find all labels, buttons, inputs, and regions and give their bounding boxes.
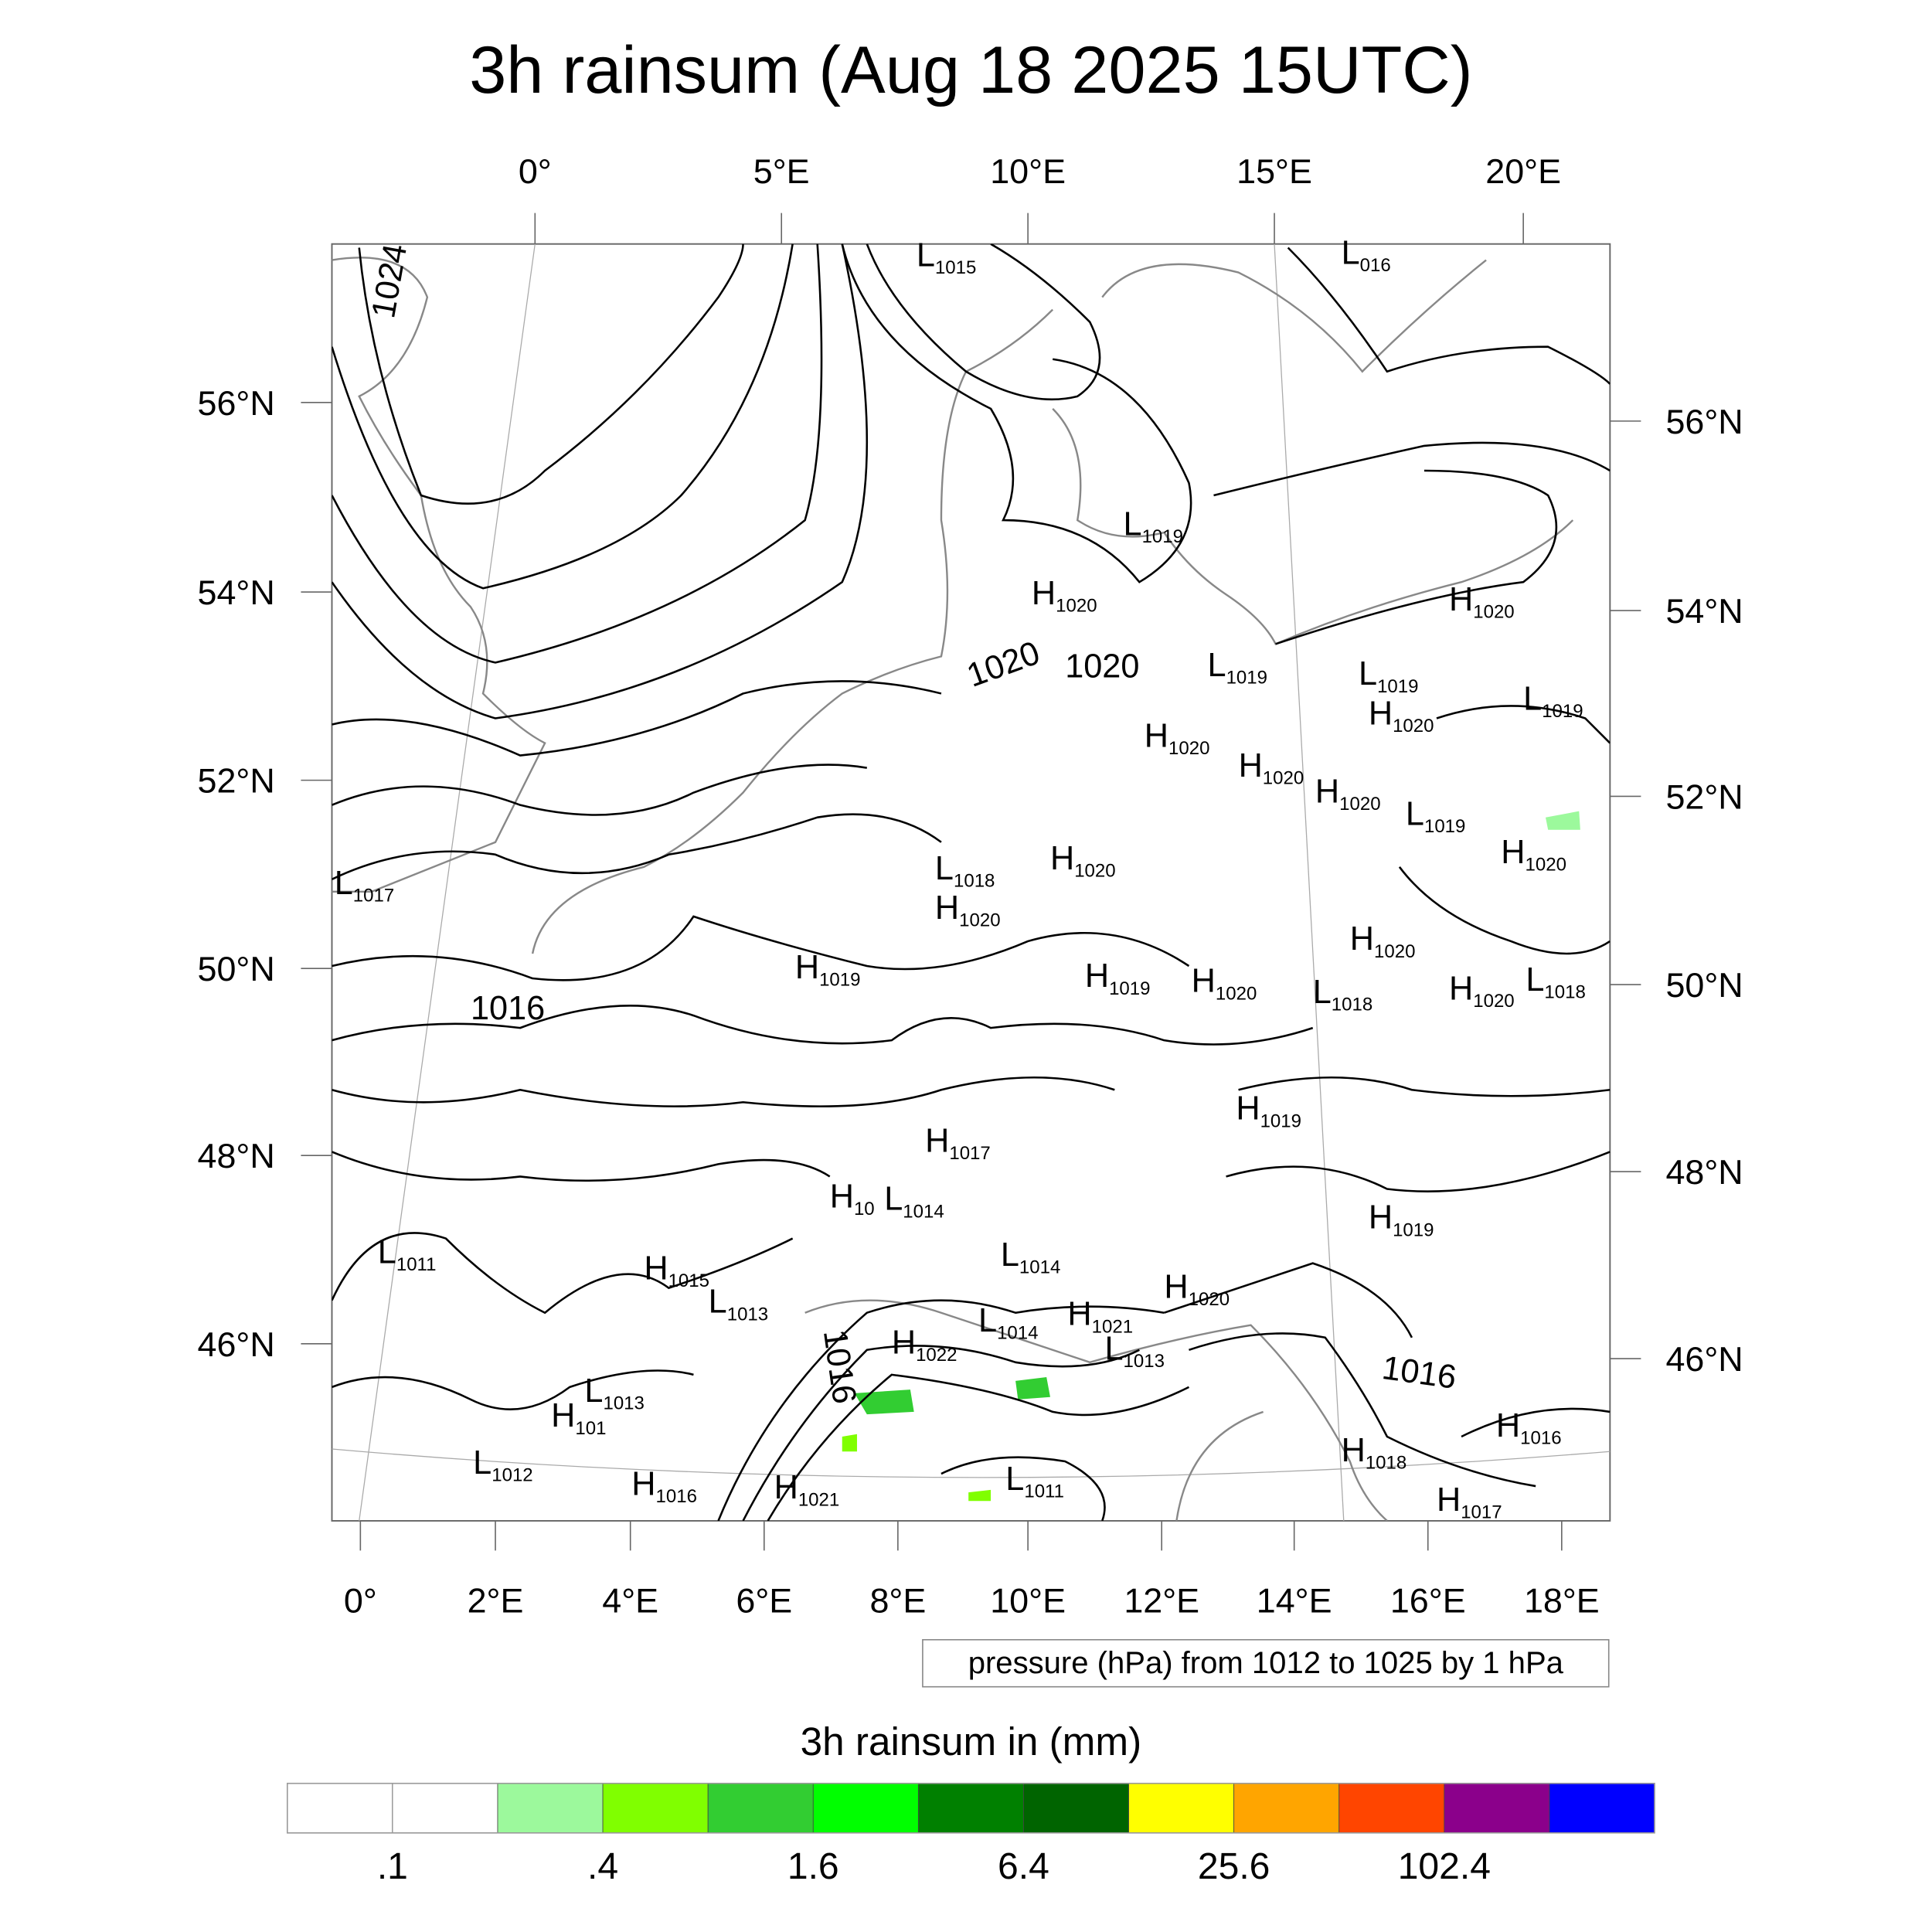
isobar-label: H1020 [1192,963,1257,1005]
colorbar-swatch [1023,1783,1129,1834]
right-lat-tick-label: 48°N [1665,1152,1743,1192]
bottom-lon-tick-label: 16°E [1390,1581,1466,1621]
colorbar-swatch [1549,1783,1655,1834]
isobar-label: L016 [1342,234,1391,276]
left-lat-tick-label: 54°N [198,573,275,612]
top-lon-tick-label: 0° [519,151,552,191]
axis-ticks: 0° 5°E 10°E 15°E 20°E 0° 2°E 4°E 6°E 8°E 10°E 12°E 1… [198,151,1743,1620]
rain-patch [968,1489,992,1502]
colorbar-swatch [602,1783,709,1834]
left-lat-tick-label: 56°N [198,383,275,423]
isobar-label: L1012 [473,1444,532,1486]
colorbar: 3h rainsum in (mm) .1 .4 1.6 6.4 25.6 102.4 [286,1719,1655,1887]
colorbar-swatch [812,1783,919,1834]
colorbar-title: 3h rainsum in (mm) [801,1719,1142,1764]
colorbar-swatch [497,1783,604,1834]
colorbar-swatch [707,1783,814,1834]
right-lat-tick-label: 46°N [1665,1339,1743,1379]
bottom-lon-tick-label: 18°E [1524,1581,1600,1621]
left-lat-tick-label: 48°N [198,1136,275,1175]
right-lat-tick-label: 52°N [1665,777,1743,816]
graticule [332,243,1611,1521]
left-lat-tick-label: 52°N [198,761,275,801]
bottom-lon-tick-label: 8°E [869,1581,926,1621]
colorbar-swatch [1444,1783,1550,1834]
colorbar-swatch [1338,1783,1445,1834]
colorbar-swatch [917,1783,1024,1834]
colorbar-label: 6.4 [998,1845,1049,1887]
colorbar-label: .4 [587,1845,618,1887]
isobars [332,243,1611,1521]
isobar-label: H1019 [1369,1199,1434,1241]
coastlines [332,257,1574,1521]
bottom-lon-tick-label: 10°E [990,1581,1066,1621]
bottom-lon-tick-label: 0° [344,1581,377,1621]
contour-info-text: pressure (hPa) from 1012 to 1025 by 1 hP… [968,1646,1564,1680]
isobar-label: H10 [830,1179,875,1220]
rain-patch [842,1434,857,1452]
isobar-label: L1018 [1313,974,1373,1015]
right-lat-tick-label: 56°N [1665,402,1743,441]
bottom-lon-tick-label: 6°E [736,1581,792,1621]
colorbar-swatch [392,1783,498,1834]
bottom-lon-tick-label: 14°E [1257,1581,1332,1621]
isobar-label: H1022 [892,1325,957,1366]
top-lon-tick-label: 15°E [1236,151,1312,191]
colorbar-swatch [1128,1783,1235,1834]
colorbar-label: 25.6 [1198,1845,1270,1887]
colorbar-swatch [287,1783,393,1834]
rain-patches [842,811,1580,1502]
left-lat-tick-label: 46°N [198,1325,275,1364]
isobar-label: H1019 [795,949,861,991]
isobar-label: 1020 [1065,648,1139,685]
colorbar-frame [286,1782,1655,1834]
right-lat-tick-label: 54°N [1665,591,1743,631]
right-lat-tick-label: 50°N [1665,965,1743,1005]
bottom-lon-tick-label: 2°E [468,1581,524,1621]
colorbar-swatch [1233,1783,1340,1834]
bottom-lon-tick-label: 12°E [1124,1581,1199,1621]
rain-patch [1015,1377,1050,1400]
chart-title: 3h rainsum (Aug 18 2025 15UTC) [469,33,1472,107]
isobar-label: 1016 [471,990,545,1027]
colorbar-label: 1.6 [787,1845,839,1887]
isobar-label: H1020 [1050,840,1116,882]
rain-patch [1546,811,1580,830]
colorbar-label: .1 [377,1845,408,1887]
top-lon-tick-label: 20°E [1485,151,1561,191]
contour-info-box: pressure (hPa) from 1012 to 1025 by 1 hP… [922,1638,1610,1688]
isobar-label: L1015 [917,237,976,279]
top-lon-tick-label: 5°E [753,151,810,191]
isobar-label: H1020 [1501,834,1566,876]
left-lat-tick-label: 50°N [198,949,275,988]
colorbar-label: 102.4 [1398,1845,1491,1887]
plot-frame [331,243,1611,1522]
top-lon-tick-label: 10°E [990,151,1066,191]
bottom-lon-tick-label: 4°E [602,1581,658,1621]
rain-patch [854,1389,914,1415]
